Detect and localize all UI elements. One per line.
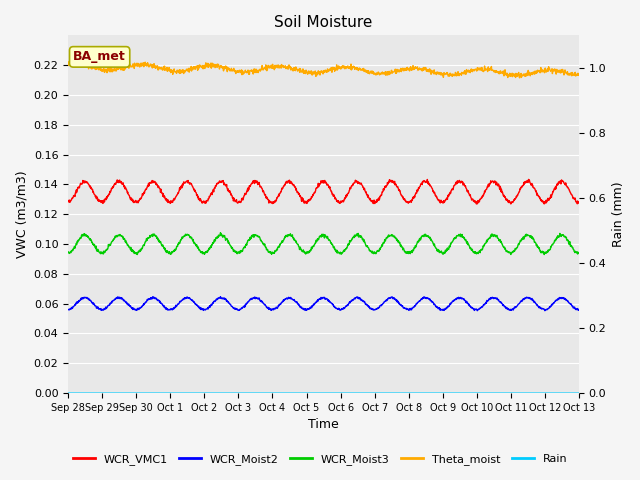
Y-axis label: VWC (m3/m3): VWC (m3/m3) [15,170,28,258]
Title: Soil Moisture: Soil Moisture [275,15,372,30]
Y-axis label: Rain (mm): Rain (mm) [612,181,625,247]
Legend: WCR_VMC1, WCR_Moist2, WCR_Moist3, Theta_moist, Rain: WCR_VMC1, WCR_Moist2, WCR_Moist3, Theta_… [68,450,572,469]
Text: BA_met: BA_met [73,50,126,63]
X-axis label: Time: Time [308,419,339,432]
